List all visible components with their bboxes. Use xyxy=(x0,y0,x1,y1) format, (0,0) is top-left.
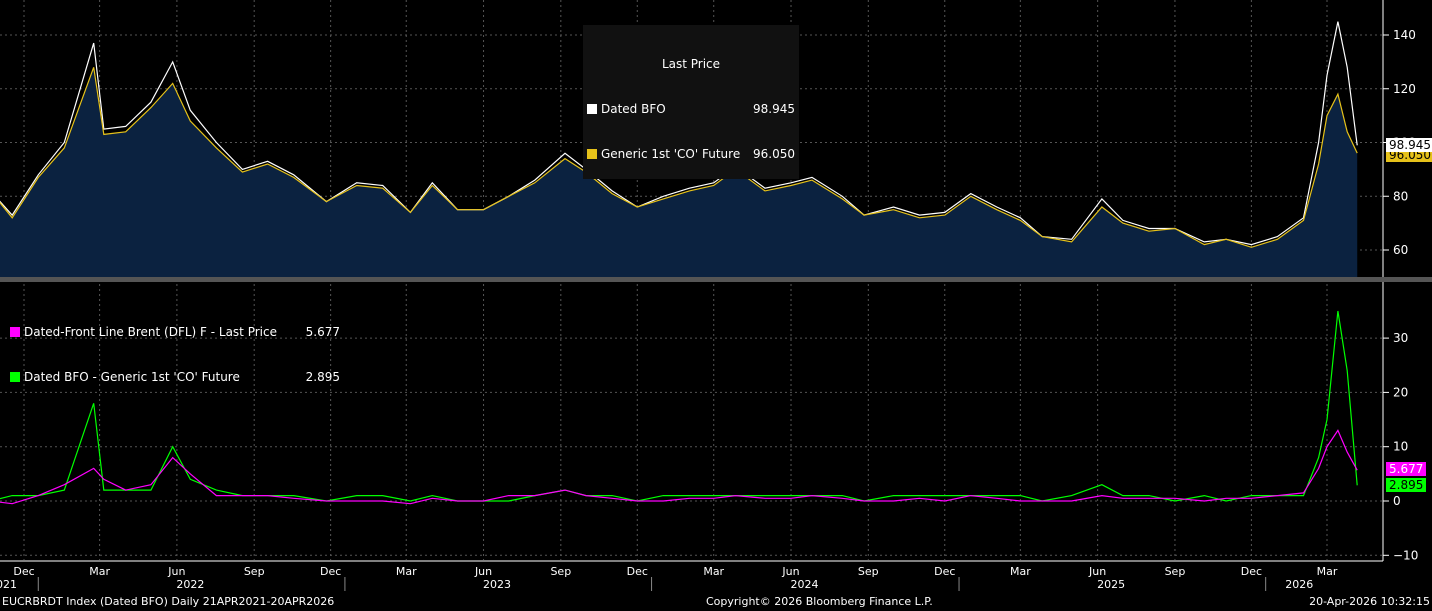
x-tick-label-month: Jun xyxy=(474,565,492,578)
series-line-dated-bfo xyxy=(0,21,1358,246)
y-tick-label: 120 xyxy=(1393,82,1416,96)
x-tick-label-month: Sep xyxy=(858,565,879,578)
legend-item-spread: Dated BFO - Generic 1st 'CO' Future 2.895 xyxy=(10,370,340,385)
legend-item-dated-bfo: Dated BFO 98.945 xyxy=(587,102,795,117)
x-tick-label-year: 2024 xyxy=(790,578,818,591)
y-tick-label: −10 xyxy=(1393,548,1418,562)
legend-label: Dated BFO - Generic 1st 'CO' Future xyxy=(24,370,240,384)
x-tick-label-month: Mar xyxy=(396,565,417,578)
x-tick-label-year: 2023 xyxy=(483,578,511,591)
x-tick-label-month: Jun xyxy=(167,565,185,578)
swatch-icon xyxy=(587,104,597,114)
footer-center: Copyright© 2026 Bloomberg Finance L.P. xyxy=(706,595,933,608)
x-tick-label-month: Dec xyxy=(13,565,34,578)
legend-item-dfl: Dated-Front Line Brent (DFL) F - Last Pr… xyxy=(10,325,340,340)
y-tick-label: 0 xyxy=(1393,494,1401,508)
swatch-icon xyxy=(587,149,597,159)
legend-item-co-future: Generic 1st 'CO' Future 96.050 xyxy=(587,147,795,162)
x-tick-label-month: Sep xyxy=(1165,565,1186,578)
last-value-tag-dfl: 5.677 xyxy=(1386,462,1427,476)
x-tick-label-month: Sep xyxy=(550,565,571,578)
legend-label: Dated BFO xyxy=(601,102,666,116)
y-tick-label: 60 xyxy=(1393,243,1408,257)
x-tick-label-month: Jun xyxy=(1088,565,1106,578)
series-line-co-future xyxy=(0,67,1358,248)
legend-label: Dated-Front Line Brent (DFL) F - Last Pr… xyxy=(24,325,277,339)
x-tick-label-month: Mar xyxy=(1010,565,1031,578)
top-legend: Last Price Dated BFO 98.945 Generic 1st '… xyxy=(583,25,799,179)
x-tick-label-month: Dec xyxy=(1241,565,1262,578)
panel-divider xyxy=(0,277,1432,282)
x-tick-label-year: 2026 xyxy=(1285,578,1313,591)
series-line-dfl xyxy=(0,429,1358,505)
y-tick-label: 10 xyxy=(1393,440,1408,454)
legend-value: 5.677 xyxy=(305,325,340,339)
area-fill xyxy=(0,67,1358,277)
legend-value: 98.945 xyxy=(753,102,795,116)
y-tick-label: 20 xyxy=(1393,385,1408,399)
y-tick-label: 30 xyxy=(1393,331,1408,345)
x-tick-label-month: Mar xyxy=(1317,565,1338,578)
x-tick-label-year: 2021 xyxy=(0,578,17,591)
x-tick-label-month: Jun xyxy=(781,565,799,578)
legend-label: Generic 1st 'CO' Future xyxy=(601,147,741,161)
y-tick-label: 140 xyxy=(1393,28,1416,42)
legend-value: 96.050 xyxy=(753,147,795,161)
x-tick-label-month: Mar xyxy=(703,565,724,578)
x-tick-label-month: Sep xyxy=(244,565,265,578)
last-value-tag-spread: 2.895 xyxy=(1386,478,1427,492)
y-tick-label: 80 xyxy=(1393,189,1408,203)
x-tick-label-month: Dec xyxy=(320,565,341,578)
x-tick-label-month: Mar xyxy=(89,565,110,578)
legend-value: 2.895 xyxy=(305,370,340,384)
swatch-icon xyxy=(10,327,20,337)
x-tick-label-month: Dec xyxy=(627,565,648,578)
top-legend-title: Last Price xyxy=(661,57,721,71)
x-tick-label-year: 2022 xyxy=(176,578,204,591)
x-tick-label-year: 2025 xyxy=(1097,578,1125,591)
footer-right: 20-Apr-2026 10:32:15 xyxy=(1309,595,1430,608)
bottom-legend: Dated-Front Line Brent (DFL) F - Last Pr… xyxy=(6,293,344,402)
swatch-icon xyxy=(10,372,20,382)
x-tick-label-month: Dec xyxy=(934,565,955,578)
footer-left: EUCRBRDT Index (Dated BFO) Daily 21APR20… xyxy=(2,595,335,608)
last-value-tag-bfo: 98.945 xyxy=(1386,138,1432,152)
